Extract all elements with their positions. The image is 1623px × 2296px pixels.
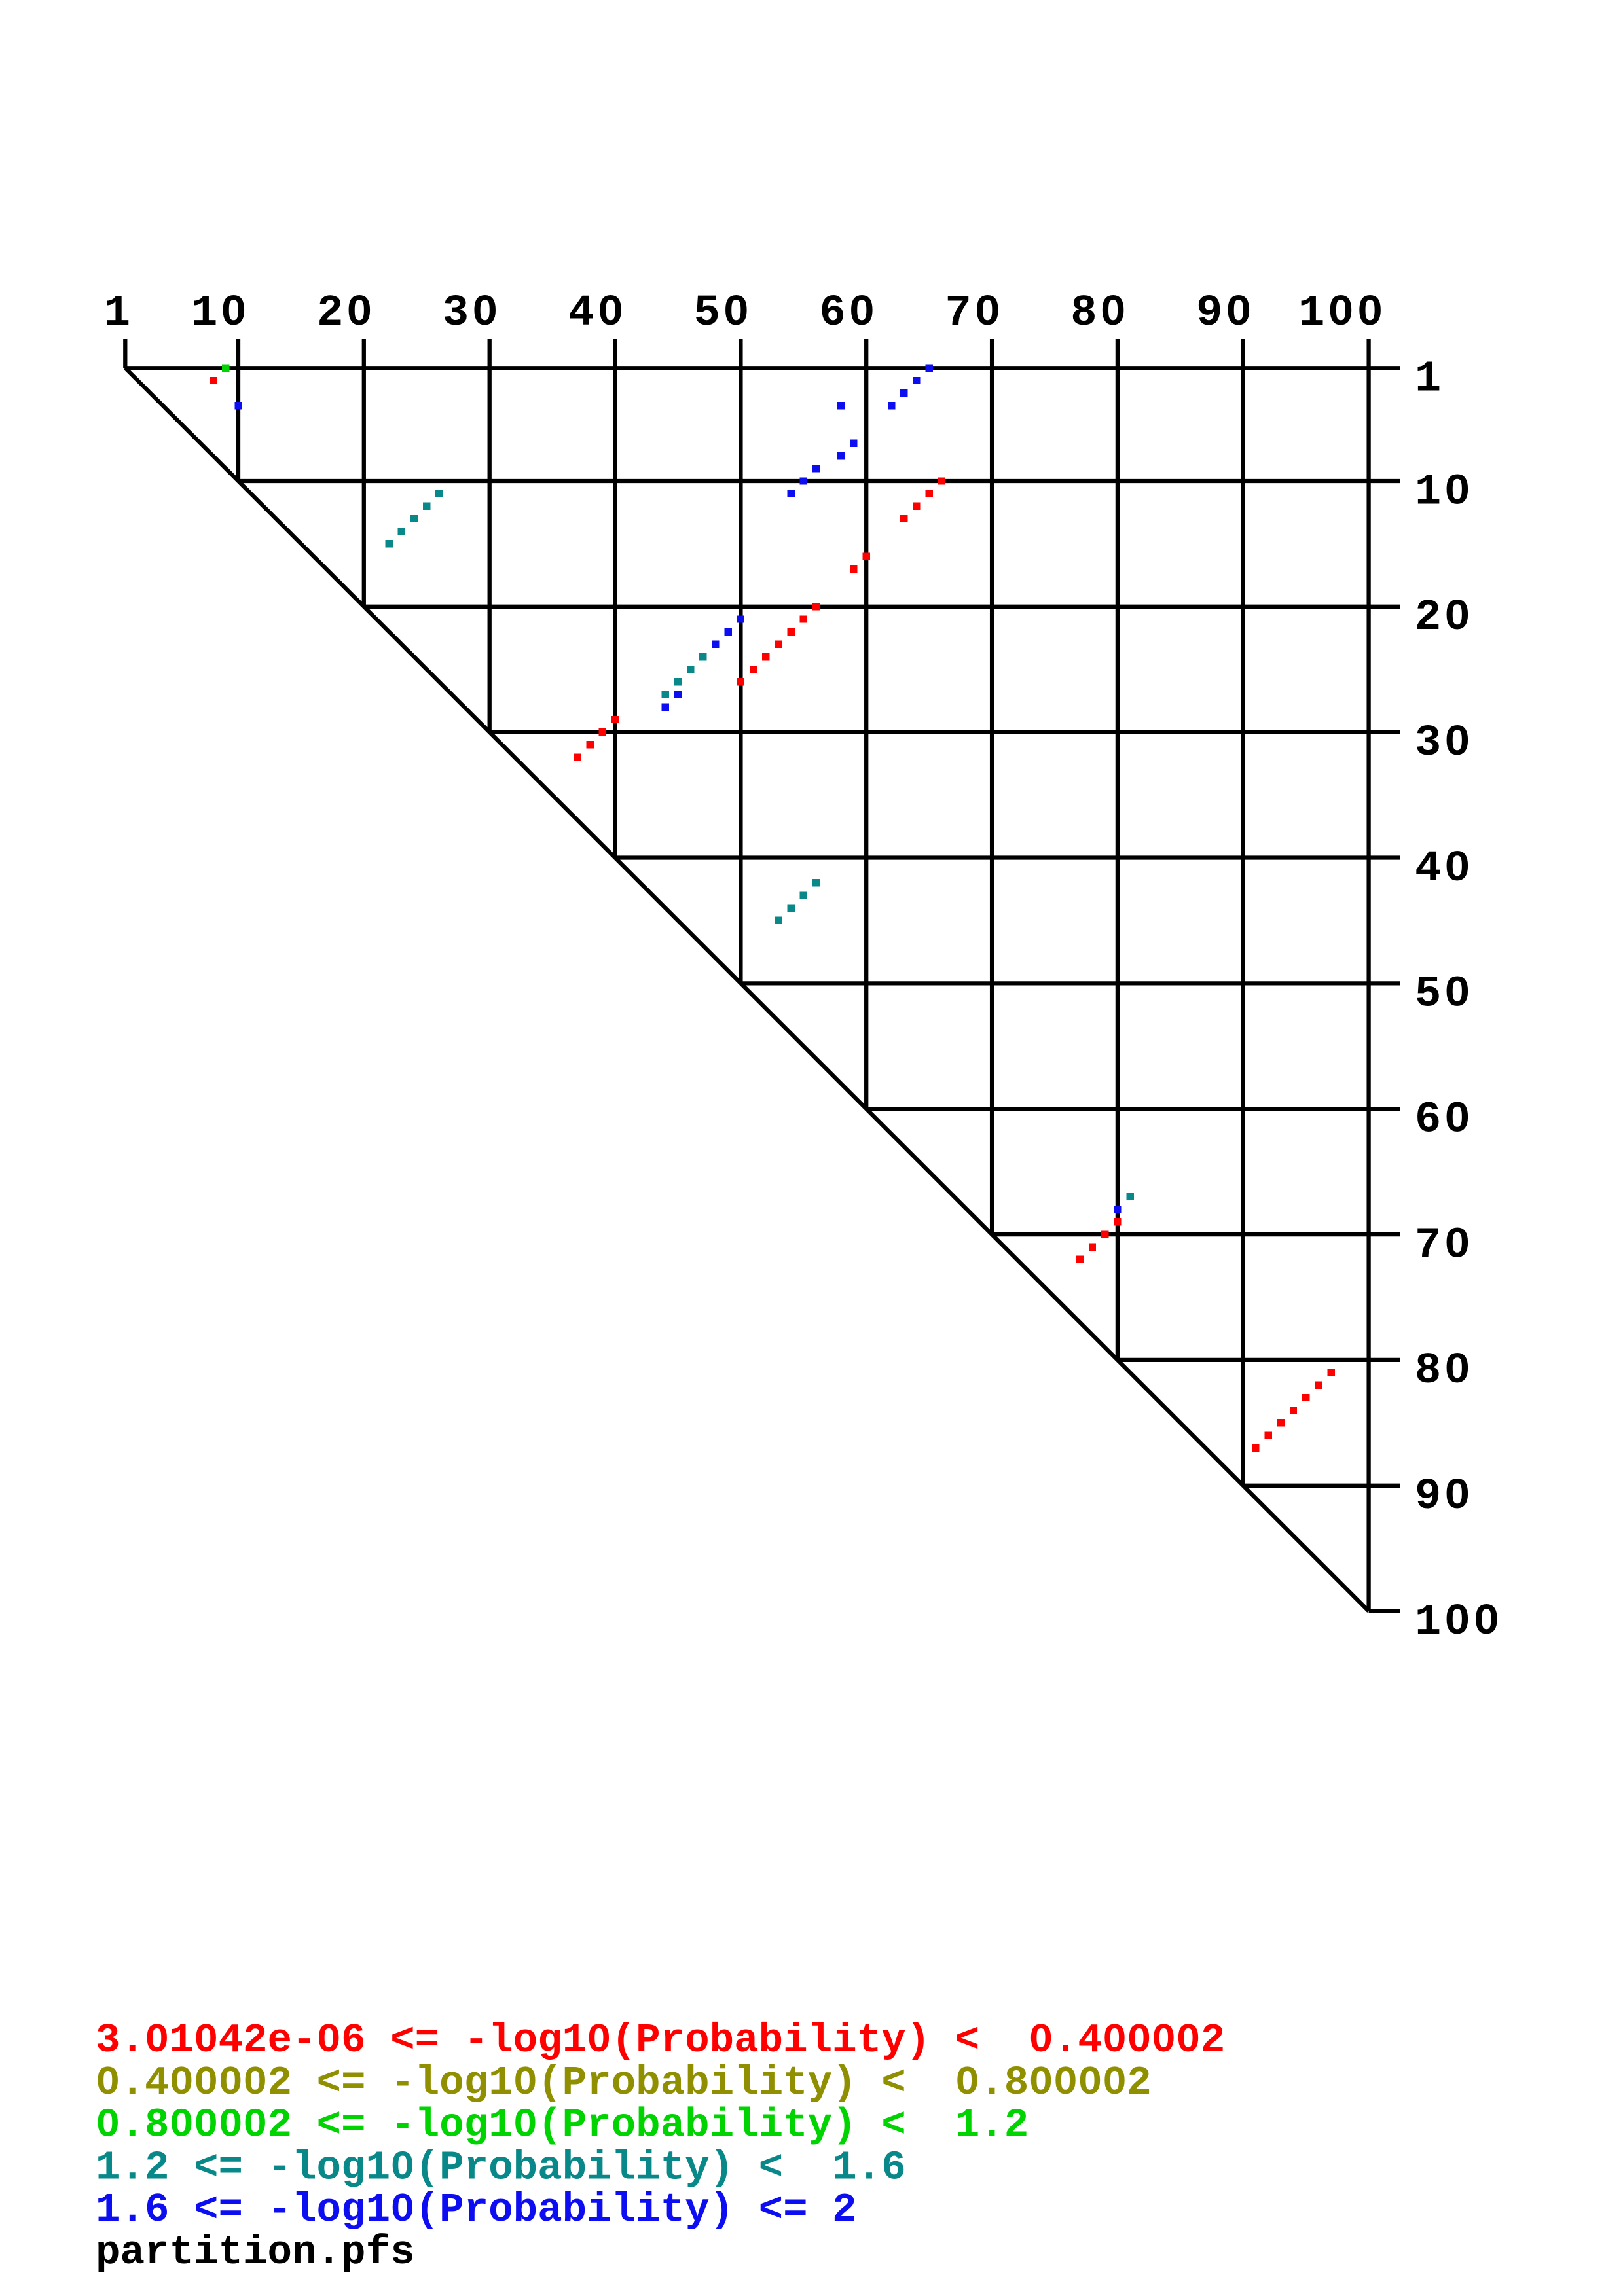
svg-text:50: 50	[1415, 970, 1473, 1020]
svg-text:0.800002 <= -log10(Probability: 0.800002 <= -log10(Probability) < 1.2	[96, 2102, 1029, 2149]
svg-text:30: 30	[1415, 719, 1473, 768]
svg-text:1.2 <= -log10(Probability) <: 1.2 <= -log10(Probability) < 1.6	[96, 2144, 906, 2191]
svg-text:90: 90	[1196, 289, 1254, 338]
svg-text:60: 60	[1415, 1096, 1473, 1145]
svg-text:3.01042e-06 <= -log10(Probabil: 3.01042e-06 <= -log10(Probability) < 0.4…	[96, 2017, 1225, 2064]
svg-text:1.6 <= -log10(Probability) <=: 1.6 <= -log10(Probability) <= 2	[96, 2187, 857, 2233]
svg-text:80: 80	[1070, 289, 1129, 338]
svg-text:partition.pfs: partition.pfs	[96, 2229, 415, 2276]
svg-text:40: 40	[1415, 844, 1473, 894]
svg-text:30: 30	[443, 289, 501, 338]
svg-text:1: 1	[104, 289, 134, 338]
svg-text:10: 10	[191, 289, 249, 338]
svg-text:20: 20	[1415, 593, 1473, 643]
svg-text:60: 60	[819, 289, 877, 338]
svg-text:40: 40	[568, 289, 627, 338]
svg-text:90: 90	[1415, 1472, 1473, 1522]
svg-text:70: 70	[945, 289, 1003, 338]
svg-text:70: 70	[1415, 1221, 1473, 1270]
svg-text:20: 20	[317, 289, 375, 338]
svg-text:1: 1	[1415, 355, 1444, 404]
svg-text:50: 50	[694, 289, 752, 338]
svg-text:80: 80	[1415, 1346, 1473, 1396]
svg-text:0.400002 <= -log10(Probability: 0.400002 <= -log10(Probability) < 0.8000…	[96, 2060, 1152, 2106]
svg-text:10: 10	[1415, 467, 1473, 517]
